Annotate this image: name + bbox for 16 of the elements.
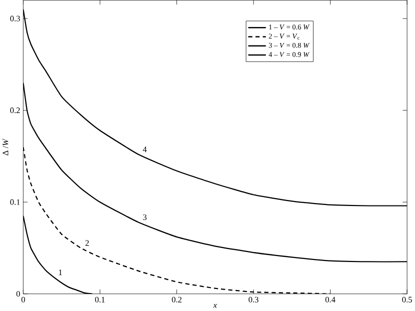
annotation: 2	[85, 240, 89, 246]
y-tick-label: 0.1	[10, 200, 20, 206]
y-axis-title: Δ /W	[2, 138, 8, 156]
x-tick-label: 0.5	[402, 297, 412, 303]
x-tick-label: 0.3	[248, 297, 258, 303]
y-tick-label: 0.3	[10, 16, 20, 22]
annotation: 1	[58, 270, 62, 276]
x-tick-label: 0.1	[95, 297, 105, 303]
x-tick-label: 0.4	[325, 297, 336, 303]
x-tick-label: 0	[21, 297, 25, 303]
annotation: 3	[143, 214, 147, 220]
annotation: 4	[142, 146, 147, 152]
x-tick-label: 0.2	[172, 297, 182, 303]
y-tick-label: 0.2	[10, 108, 20, 114]
y-tick-label: 0	[16, 291, 20, 297]
x-axis-title: x	[213, 304, 217, 308]
